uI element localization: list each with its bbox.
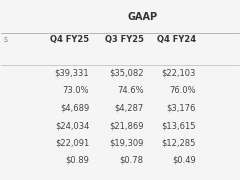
Text: 76.0%: 76.0% <box>169 86 196 95</box>
Text: GAAP: GAAP <box>127 12 158 22</box>
Text: $12,285: $12,285 <box>162 138 196 147</box>
Text: $0.49: $0.49 <box>172 156 196 165</box>
Text: $19,309: $19,309 <box>109 138 144 147</box>
Text: Q4 FY24: Q4 FY24 <box>157 35 196 44</box>
Text: $4,287: $4,287 <box>114 103 144 112</box>
Text: $0.89: $0.89 <box>65 156 89 165</box>
Text: 74.6%: 74.6% <box>117 86 144 95</box>
Text: $22,091: $22,091 <box>55 138 89 147</box>
Text: Q4 FY25: Q4 FY25 <box>50 35 89 44</box>
Text: s: s <box>4 35 8 44</box>
Text: $35,082: $35,082 <box>109 69 144 78</box>
Text: $0.78: $0.78 <box>120 156 144 165</box>
Text: $13,615: $13,615 <box>162 121 196 130</box>
Text: $24,034: $24,034 <box>55 121 89 130</box>
Text: $3,176: $3,176 <box>167 103 196 112</box>
Text: $21,869: $21,869 <box>109 121 144 130</box>
Text: Q3 FY25: Q3 FY25 <box>105 35 144 44</box>
Text: $39,331: $39,331 <box>54 69 89 78</box>
Text: 73.0%: 73.0% <box>63 86 89 95</box>
Text: $22,103: $22,103 <box>162 69 196 78</box>
Text: $4,689: $4,689 <box>60 103 89 112</box>
